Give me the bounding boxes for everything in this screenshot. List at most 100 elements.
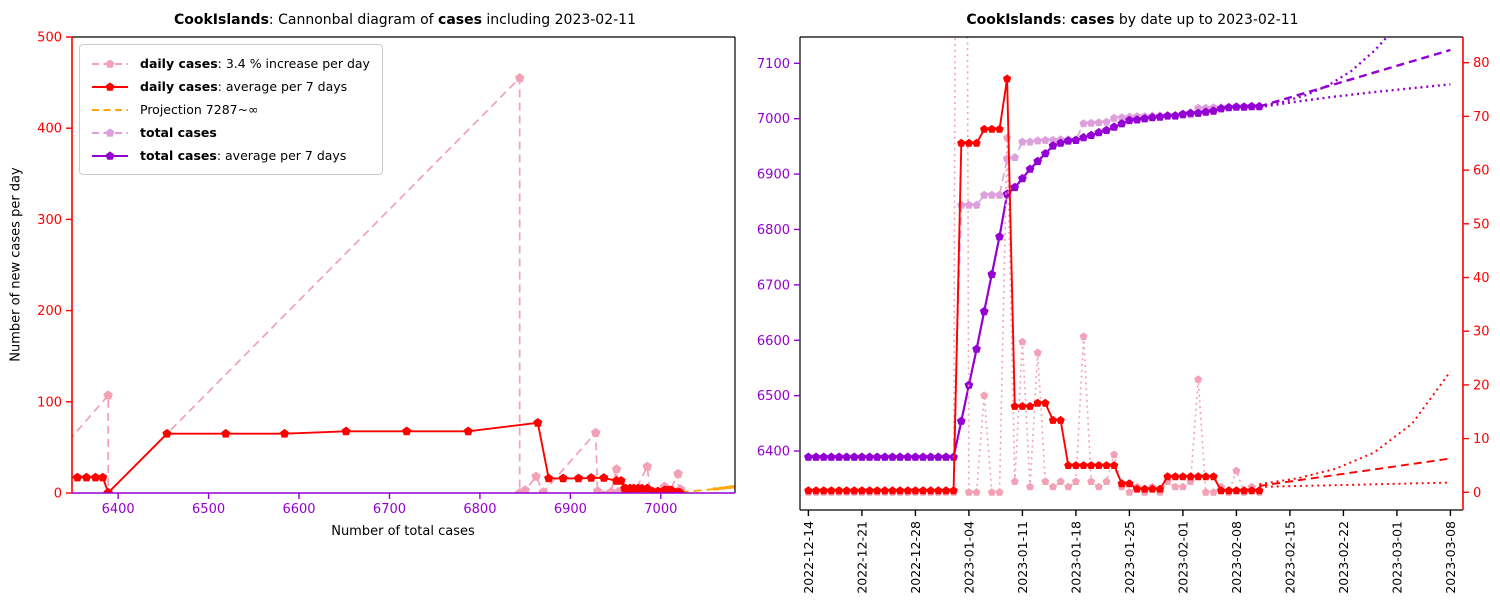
date-tick-label: 2023-02-01 xyxy=(1175,521,1190,594)
right-chart-title: CookIslands: cases by date up to 2023-02… xyxy=(966,12,1299,28)
proj-total-linear xyxy=(1258,48,1451,108)
daily-cases-raw-line xyxy=(804,37,1264,496)
tick-label: 6800 xyxy=(463,502,496,517)
data-point-marker xyxy=(463,426,473,436)
data-point-marker xyxy=(964,488,973,496)
data-point-marker xyxy=(592,486,603,493)
data-point-marker xyxy=(857,486,867,495)
data-point-marker xyxy=(1209,106,1218,115)
data-point-marker xyxy=(1140,114,1150,123)
proj-daily-saturating xyxy=(1259,481,1451,488)
left-chart-title: CookIslands: Cannonbal diagram of cases … xyxy=(173,12,636,28)
data-point-marker xyxy=(162,428,172,438)
data-point-marker xyxy=(1102,117,1111,126)
date-tick-label: 2023-02-22 xyxy=(1336,521,1351,594)
data-point-marker xyxy=(1110,450,1119,459)
data-point-marker xyxy=(1079,461,1088,469)
tick-label: 300 xyxy=(37,213,62,228)
data-point-marker xyxy=(1041,398,1050,407)
data-point-marker xyxy=(895,452,905,461)
data-point-marker xyxy=(1194,472,1203,481)
data-point-marker xyxy=(1071,461,1081,469)
data-point-marker xyxy=(1018,337,1027,346)
data-point-marker xyxy=(103,487,113,493)
dash-marker xyxy=(712,487,720,491)
data-point-marker xyxy=(842,486,851,495)
date-tick-label: 2023-01-18 xyxy=(1068,521,1083,594)
tick-label: 500 xyxy=(37,31,62,46)
data-point-marker xyxy=(1071,135,1081,144)
data-point-marker xyxy=(1148,113,1157,122)
tick-label: 80 xyxy=(1473,56,1490,71)
data-point-marker xyxy=(949,486,958,495)
legend-label: daily cases: average per 7 days xyxy=(140,79,348,94)
legend-item: daily cases: 3.4 % increase per day xyxy=(90,52,370,75)
data-point-marker xyxy=(675,487,685,493)
data-point-marker xyxy=(911,452,920,461)
data-point-marker xyxy=(1025,164,1035,173)
data-point-marker xyxy=(811,452,821,461)
data-point-marker xyxy=(1186,472,1195,481)
data-point-marker xyxy=(1125,488,1134,496)
data-point-marker xyxy=(1171,482,1180,491)
data-point-marker xyxy=(849,452,859,461)
dash-marker xyxy=(730,485,735,489)
proj-daily-exponential xyxy=(1259,370,1452,486)
data-point-marker xyxy=(995,232,1004,241)
data-point-marker xyxy=(888,486,897,495)
data-point-marker xyxy=(1117,119,1127,128)
data-point-marker xyxy=(1010,153,1019,161)
proj-total-saturating xyxy=(1259,83,1451,109)
tick-label: 200 xyxy=(37,304,62,319)
data-point-marker xyxy=(1071,477,1080,485)
data-point-marker xyxy=(91,472,101,482)
data-point-marker xyxy=(804,486,813,495)
tick-label: 6500 xyxy=(757,389,790,404)
data-point-marker xyxy=(280,428,290,438)
legend-swatch-plum xyxy=(92,127,128,137)
data-point-marker xyxy=(1209,488,1218,496)
data-point-marker xyxy=(865,486,874,495)
tick-label: 60 xyxy=(1473,164,1490,179)
legend-item: total cases: average per 7 days xyxy=(90,144,370,167)
data-point-marker xyxy=(1109,122,1119,131)
date-tick-label: 2022-12-21 xyxy=(854,521,869,594)
data-point-marker xyxy=(1255,486,1264,495)
data-point-marker xyxy=(341,426,351,436)
data-point-marker xyxy=(1033,136,1042,145)
data-point-marker xyxy=(995,488,1004,496)
data-point-marker xyxy=(834,486,844,495)
data-point-marker xyxy=(926,452,936,461)
tick-label: 6800 xyxy=(757,223,790,238)
date-tick-label: 2023-03-01 xyxy=(1389,521,1404,594)
date-tick-label: 2022-12-14 xyxy=(801,521,816,594)
data-point-marker xyxy=(1056,477,1065,485)
data-point-marker xyxy=(1247,101,1257,111)
data-point-marker xyxy=(616,476,626,485)
data-point-marker xyxy=(880,486,889,495)
date-tick-label: 2023-03-08 xyxy=(1443,521,1458,594)
data-point-marker xyxy=(1155,484,1165,493)
data-point-marker xyxy=(834,452,844,461)
data-point-marker xyxy=(531,471,541,481)
data-point-marker xyxy=(1056,415,1065,424)
daily-cases-avg-line xyxy=(804,74,1264,495)
data-point-marker xyxy=(1178,472,1188,481)
legend-item: daily cases: average per 7 days xyxy=(90,75,370,98)
proj-daily-linear xyxy=(1259,457,1451,487)
data-point-marker xyxy=(1209,472,1218,481)
data-point-marker xyxy=(964,138,974,147)
data-point-marker xyxy=(850,486,859,495)
data-point-marker xyxy=(1125,115,1134,125)
data-point-marker xyxy=(819,452,829,461)
data-point-marker xyxy=(1063,136,1073,145)
data-point-marker xyxy=(1224,103,1234,112)
data-point-marker xyxy=(1102,125,1111,134)
data-point-marker xyxy=(918,452,928,461)
data-point-marker xyxy=(1247,486,1256,495)
data-point-marker xyxy=(995,190,1004,199)
data-point-marker xyxy=(1163,472,1172,481)
data-point-marker xyxy=(1041,477,1050,485)
